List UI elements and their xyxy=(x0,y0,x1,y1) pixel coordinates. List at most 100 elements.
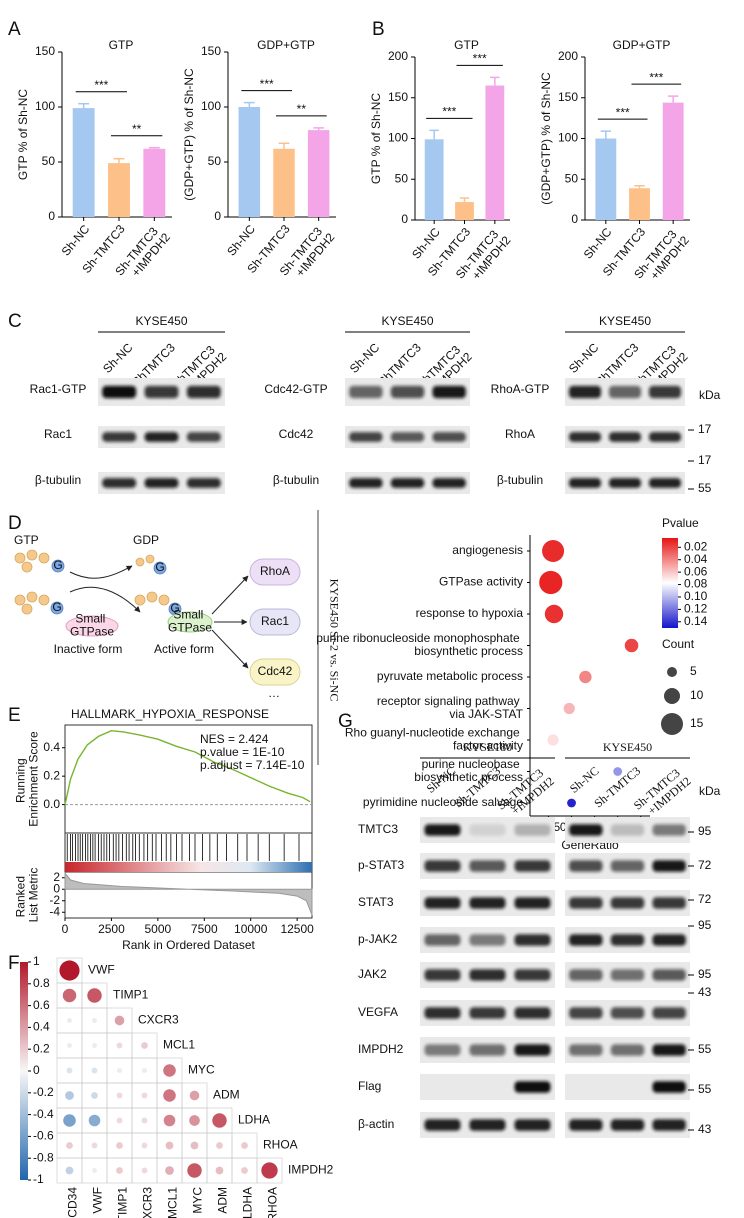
blot-band xyxy=(610,824,645,836)
x-tick-label: 7500 xyxy=(191,922,218,936)
corr-dot xyxy=(116,1142,123,1149)
active-label: Active form xyxy=(154,642,214,656)
bar xyxy=(273,148,295,217)
size-label: 5 xyxy=(690,664,697,678)
gdp-label: GDP xyxy=(133,533,159,547)
lane-label: Sh-NC xyxy=(567,764,602,796)
corr-dot xyxy=(141,1092,148,1099)
blot-band xyxy=(349,385,383,399)
enrichment-line xyxy=(64,729,311,805)
corr-dot xyxy=(66,1067,73,1074)
blot-band xyxy=(652,1044,686,1056)
marker-label: 17 xyxy=(698,422,712,436)
dot xyxy=(539,570,563,595)
blot-band xyxy=(424,1119,461,1131)
blot-band xyxy=(186,478,221,488)
blot-band xyxy=(569,897,603,909)
blot-band xyxy=(390,385,425,399)
corr-dot xyxy=(142,1068,147,1073)
blot-band xyxy=(186,385,221,399)
corr-dot xyxy=(67,1043,72,1048)
panel-label: C xyxy=(8,311,22,332)
blot-band xyxy=(652,1119,686,1131)
corr-dot xyxy=(66,1142,73,1149)
target-label: RhoA xyxy=(260,564,290,578)
marker-label: 72 xyxy=(698,892,712,906)
y-tick-label: 150 xyxy=(558,90,578,104)
blot-band xyxy=(514,969,551,981)
marker-label: 95 xyxy=(698,967,712,981)
blot-band xyxy=(469,969,506,981)
row-label: p-STAT3 xyxy=(358,858,405,872)
blot-band xyxy=(569,478,601,488)
plot-frame xyxy=(64,724,313,919)
blot-band xyxy=(432,432,466,442)
y-tick-label: 100 xyxy=(35,99,55,113)
inactive-label: Inactive form xyxy=(54,642,123,656)
column-label: TIMP1 xyxy=(116,1187,130,1218)
column-label: CXCR3 xyxy=(141,1187,155,1218)
column-label: MCL1 xyxy=(166,1187,180,1218)
bar xyxy=(424,139,444,220)
blot-band xyxy=(569,824,603,836)
y-tick-label: 200 xyxy=(558,49,578,63)
size-key xyxy=(664,688,680,704)
gtpase-diagram: GTP GDP G G G G Small GTPase Inactive fo… xyxy=(14,533,301,700)
marker-label: 43 xyxy=(698,1122,712,1136)
target-label: Rac1 xyxy=(261,614,289,628)
y-tick-label: 0 xyxy=(53,881,60,895)
corr-dot xyxy=(117,1068,122,1073)
size-label: 10 xyxy=(690,688,704,702)
kda-label: kDa xyxy=(699,388,721,402)
y-tick-label: 0.2 xyxy=(43,768,60,782)
row-label: Cdc42 xyxy=(279,427,314,441)
corr-dot xyxy=(216,1142,223,1149)
dot xyxy=(544,604,564,624)
rhoa-pill xyxy=(249,558,301,586)
y-axis-label: GTP % of Sh-NC xyxy=(16,89,30,180)
corr-dot xyxy=(215,1166,224,1175)
marker-label: 17 xyxy=(698,453,712,467)
legend-title: Count xyxy=(662,637,695,651)
corr-dot xyxy=(87,988,102,1003)
lane-label: Sh-NC xyxy=(566,340,602,376)
corr-dot xyxy=(63,1114,76,1127)
corr-dot xyxy=(187,1163,202,1178)
row-label: p-JAK2 xyxy=(358,932,398,946)
colorbar-label: 0.06 xyxy=(684,564,708,578)
y-axis-label: (GDP+GTP) % of Sh-NC xyxy=(539,72,553,205)
blot-band xyxy=(610,1119,645,1131)
y-axis-label: GTP % of Sh-NC xyxy=(369,93,383,184)
blot-band xyxy=(102,478,137,488)
corr-dot xyxy=(116,1042,123,1049)
blot-band xyxy=(652,969,686,981)
corr-dot xyxy=(261,1162,278,1179)
y-tick-label: 100 xyxy=(201,99,221,113)
blot-title: KYSE450 xyxy=(135,314,187,328)
y-tick-label: 50 xyxy=(395,171,409,185)
y-tick-label: 150 xyxy=(35,44,55,58)
blot-band xyxy=(469,1044,506,1056)
significance-label: *** xyxy=(260,77,274,91)
y-tick-label: 0.0 xyxy=(43,797,60,811)
dot xyxy=(547,734,559,746)
small-gtpase-label: Small GTPase xyxy=(168,608,212,635)
blot-band xyxy=(649,432,681,442)
blot-band xyxy=(144,478,179,488)
marker-label: 72 xyxy=(698,858,712,872)
blot-band xyxy=(514,1007,551,1019)
x-tick-label: 0 xyxy=(62,922,69,936)
colorbar-label: 0.08 xyxy=(684,577,708,591)
corr-dot xyxy=(189,1090,200,1101)
g-label: G xyxy=(170,601,179,615)
corr-dot xyxy=(116,1092,123,1099)
corr-dot xyxy=(141,1042,148,1049)
row-label: RhoA xyxy=(505,427,535,441)
blot-band xyxy=(652,824,686,836)
blot-band xyxy=(610,934,645,946)
marker-label: 55 xyxy=(698,1082,712,1096)
y-tick-label: 0 xyxy=(571,212,578,226)
y-tick-label: GTPase activity xyxy=(439,575,523,589)
blot-band xyxy=(514,1081,551,1093)
x-tick-label: 10000 xyxy=(234,922,268,936)
